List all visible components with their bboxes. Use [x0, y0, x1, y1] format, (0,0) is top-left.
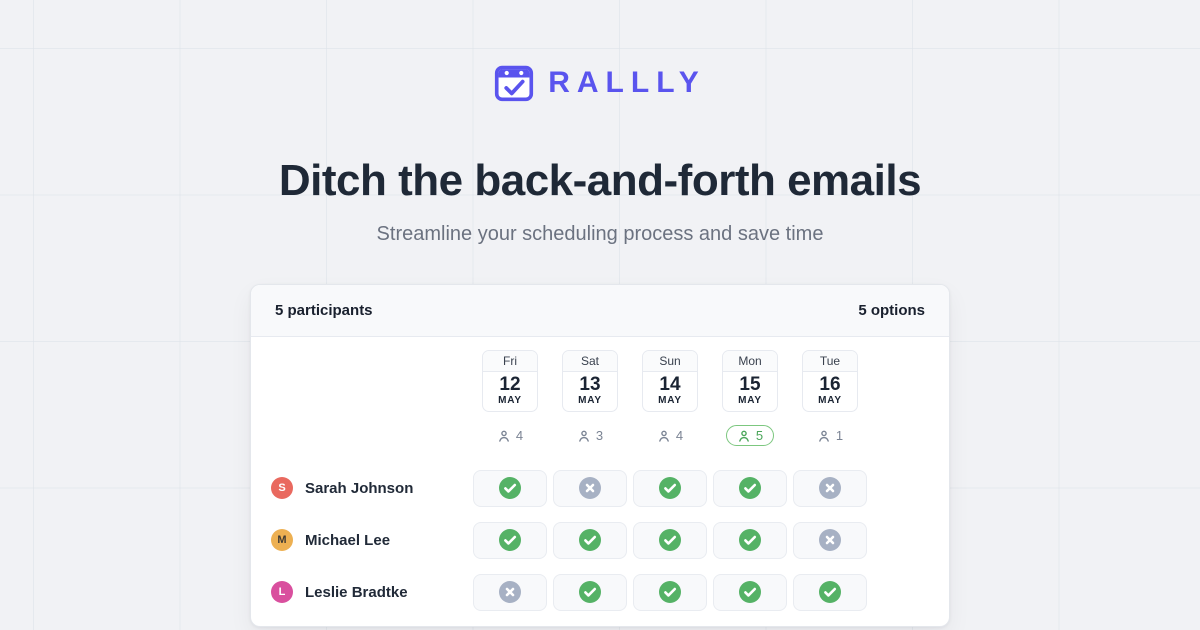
participant-name: Leslie Bradtke [305, 583, 408, 601]
check-circle-icon [499, 529, 521, 552]
check-circle-icon [739, 581, 761, 604]
option-vote-count-value: 4 [515, 428, 524, 444]
calendar-check-icon [495, 65, 534, 102]
participants-count-label: 5 participants [275, 301, 373, 319]
option-weekday: Sat [563, 350, 617, 372]
x-circle-icon [819, 477, 841, 500]
option-day: 16 [819, 373, 841, 395]
vote-cell-yes[interactable] [713, 521, 787, 559]
participant-row: S Sarah Johnson [267, 469, 949, 507]
check-circle-icon [819, 581, 841, 604]
option-weekday: Mon [723, 350, 777, 372]
vote-cell-no[interactable] [553, 469, 627, 507]
page-subtitle: Streamline your scheduling process and s… [376, 222, 824, 245]
check-circle-icon [499, 477, 521, 500]
x-circle-icon [819, 529, 841, 552]
check-circle-icon [739, 529, 761, 552]
vote-cell-yes[interactable] [553, 521, 627, 559]
option-vote-count-value: 4 [675, 428, 684, 444]
avatar-initial: M [277, 534, 287, 547]
option-vote-count: 1 [817, 428, 843, 443]
vote-cell-yes[interactable] [633, 469, 707, 507]
vote-cell-yes[interactable] [793, 573, 867, 611]
participant-row: M Michael Lee [267, 521, 949, 559]
avatar: S [271, 477, 293, 500]
option-vote-count-value: 1 [835, 428, 844, 444]
vote-cell-no[interactable] [793, 469, 867, 507]
person-icon [738, 430, 749, 442]
participant-row: L Leslie Bradtke [267, 573, 949, 611]
logo-text: RALLLY [548, 66, 706, 99]
check-circle-icon [659, 529, 681, 552]
option-vote-count: 4 [657, 428, 683, 443]
rallly-logo: RALLLY [494, 62, 706, 104]
vote-cell-no[interactable] [473, 573, 547, 611]
person-icon [578, 430, 589, 442]
option-weekday: Tue [803, 350, 857, 372]
options-count-label: 5 options [858, 301, 925, 319]
vote-cell-no[interactable] [793, 521, 867, 559]
option-month: MAY [578, 395, 602, 407]
check-circle-icon [579, 529, 601, 552]
option-column: Sat 13 MAY [550, 349, 630, 412]
vote-cell-yes[interactable] [713, 469, 787, 507]
check-circle-icon [659, 581, 681, 604]
avatar-initial: L [278, 586, 286, 599]
option-day: 12 [499, 373, 521, 395]
vote-cell-yes[interactable] [473, 521, 547, 559]
participant-name: Michael Lee [305, 531, 391, 549]
option-month: MAY [658, 395, 682, 407]
option-month: MAY [498, 395, 522, 407]
option-weekday: Sun [643, 350, 697, 372]
option-vote-count: 4 [497, 428, 523, 443]
avatar-initial: S [278, 482, 286, 495]
option-day: 13 [579, 373, 601, 395]
option-vote-count-value: 5 [755, 428, 764, 444]
option-vote-count: 5 [725, 425, 775, 447]
participant-cell: L Leslie Bradtke [267, 581, 470, 604]
option-date-card: Fri 12 MAY [482, 349, 538, 412]
check-circle-icon [579, 581, 601, 604]
vote-cell-yes[interactable] [713, 573, 787, 611]
option-vote-count-value: 3 [595, 428, 604, 444]
option-day: 14 [659, 373, 681, 395]
check-circle-icon [739, 477, 761, 500]
option-month: MAY [738, 395, 762, 407]
option-day: 15 [739, 373, 761, 395]
person-icon [498, 430, 509, 442]
page-title: Ditch the back-and-forth emails [278, 156, 922, 205]
option-column: Tue 16 MAY [790, 349, 870, 412]
options-row: Fri 12 MAY Sat 13 MAY Sun 14 MAY Mon 15 … [470, 349, 949, 412]
option-column: Fri 12 MAY [470, 349, 550, 412]
option-month: MAY [818, 395, 842, 407]
vote-cell-yes[interactable] [553, 573, 627, 611]
option-date-card: Sat 13 MAY [562, 349, 618, 412]
option-column: Sun 14 MAY [630, 349, 710, 412]
option-date-card: Tue 16 MAY [802, 349, 858, 412]
poll-card: 5 participants 5 options Fri 12 MAY Sat … [250, 283, 950, 627]
vote-cell-yes[interactable] [633, 521, 707, 559]
participant-cell: S Sarah Johnson [267, 477, 470, 500]
avatar: L [271, 581, 293, 604]
option-date-card: Sun 14 MAY [642, 349, 698, 412]
participant-rows: S Sarah Johnson M Michael Lee [267, 469, 949, 611]
participant-name: Sarah Johnson [305, 479, 414, 497]
participant-cell: M Michael Lee [267, 529, 470, 552]
vote-cell-yes[interactable] [633, 573, 707, 611]
option-weekday: Fri [483, 350, 537, 372]
person-icon [658, 430, 669, 442]
check-circle-icon [659, 477, 681, 500]
person-icon [818, 430, 829, 442]
x-circle-icon [579, 477, 601, 500]
counts-row: 4 3 4 5 1 [470, 424, 949, 448]
option-column: Mon 15 MAY [710, 349, 790, 412]
avatar: M [271, 529, 293, 552]
option-date-card: Mon 15 MAY [722, 349, 778, 412]
option-vote-count: 3 [577, 428, 603, 443]
vote-cell-yes[interactable] [473, 469, 547, 507]
x-circle-icon [499, 581, 521, 604]
poll-card-header: 5 participants 5 options [251, 284, 949, 337]
